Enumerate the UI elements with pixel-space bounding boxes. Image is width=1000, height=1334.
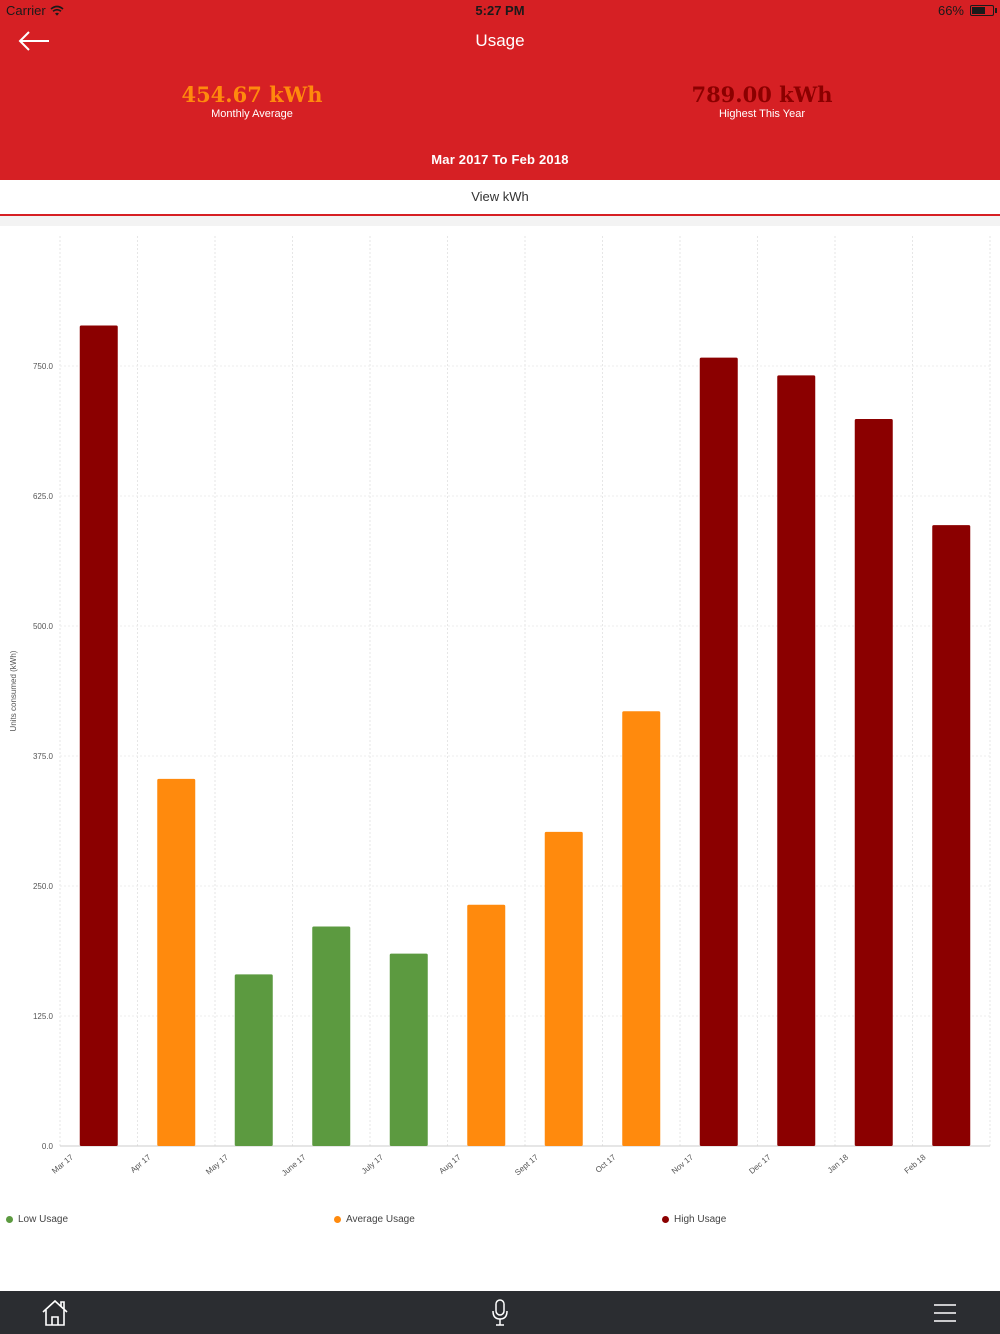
carrier-label: Carrier <box>6 3 46 18</box>
y-axis: 0.0 125.0 250.0 375.0 500.0 625.0 750.0 <box>33 362 54 1151</box>
y-tick-label: 125.0 <box>33 1012 54 1021</box>
y-tick-label: 250.0 <box>33 882 54 891</box>
monthly-average-value: 454.67 kWh <box>181 82 323 107</box>
x-tick-label: Oct 17 <box>594 1152 618 1174</box>
home-icon <box>42 1299 68 1326</box>
monthly-average-label: Monthly Average <box>211 108 293 120</box>
y-tick-label: 500.0 <box>33 622 54 631</box>
highest-this-year-label: Highest This Year <box>718 108 806 120</box>
bar-sept-17 <box>544 831 583 1146</box>
x-tick-label: June 17 <box>280 1152 308 1178</box>
home-tab[interactable] <box>38 1297 72 1329</box>
x-tick-label: Jan 18 <box>826 1152 851 1175</box>
arrow-left-icon <box>18 31 49 51</box>
status-time: 5:27 PM <box>475 3 525 18</box>
bar-dec-17 <box>777 375 816 1146</box>
battery-tip <box>995 8 997 13</box>
bar-july-17 <box>389 953 428 1146</box>
y-tick-label: 750.0 <box>33 362 54 371</box>
bar-june-17 <box>312 926 351 1146</box>
y-tick-label: 375.0 <box>33 752 54 761</box>
microphone-icon <box>492 1299 508 1326</box>
back-button[interactable] <box>14 26 54 56</box>
x-tick-label: Mar 17 <box>50 1152 75 1175</box>
x-tick-label: July 17 <box>360 1152 386 1176</box>
menu-tab[interactable] <box>928 1297 962 1329</box>
y-tick-label: 0.0 <box>42 1142 54 1151</box>
monthly-average-stat: 454.67 kWh Monthly Average <box>102 82 402 120</box>
high-usage-dot-icon <box>662 1216 669 1223</box>
usage-bar-chart: 0.0 125.0 250.0 375.0 500.0 625.0 750.0 Mar 17… <box>9 236 991 1178</box>
bottom-tab-bar <box>0 1291 1000 1334</box>
legend-item-average: Average Usage <box>334 1214 415 1225</box>
battery-level <box>972 7 985 14</box>
grid <box>59 236 991 1147</box>
bar-oct-17 <box>622 711 661 1146</box>
page-title: Usage <box>475 31 525 50</box>
wifi-icon <box>50 4 64 19</box>
status-bar: Carrier 5:27 PM 66% <box>0 0 1000 22</box>
bar-nov-17 <box>699 357 738 1146</box>
voice-tab[interactable] <box>483 1297 517 1329</box>
low-usage-dot-icon <box>6 1216 13 1223</box>
menu-icon <box>934 1304 956 1322</box>
x-tick-label: Apr 17 <box>129 1152 153 1174</box>
x-tick-label: Feb 18 <box>903 1152 928 1175</box>
bar-apr-17 <box>157 778 196 1146</box>
highest-this-year-stat: 789.00 kWh Highest This Year <box>612 82 912 120</box>
x-tick-label: May 17 <box>204 1152 230 1176</box>
view-kwh-toggle[interactable]: View kWh <box>0 180 1000 216</box>
x-tick-label: Dec 17 <box>747 1152 773 1176</box>
x-tick-label: Aug 17 <box>437 1152 463 1176</box>
legend-label-high: High Usage <box>674 1214 727 1225</box>
legend-label-low: Low Usage <box>18 1214 69 1225</box>
highest-this-year-value: 789.00 kWh <box>691 82 833 107</box>
battery-icon <box>970 5 994 16</box>
y-tick-label: 625.0 <box>33 492 54 501</box>
bar-aug-17 <box>467 904 506 1146</box>
legend-item-high: High Usage <box>662 1214 726 1225</box>
x-tick-label: Sept 17 <box>513 1152 540 1177</box>
separator <box>0 216 1000 226</box>
y-axis-title: Units consumed (kWh) <box>9 650 18 731</box>
battery-percentage: 66% <box>937 3 964 18</box>
date-range: Mar 2017 To Feb 2018 <box>431 152 569 167</box>
x-axis: Mar 17 Apr 17 May 17 June 17 July 17 Aug 17 Se… <box>50 1152 928 1178</box>
bars <box>79 325 971 1146</box>
bar-jan-18 <box>854 419 893 1146</box>
bar-mar-17 <box>79 325 118 1146</box>
bar-may-17 <box>234 974 273 1146</box>
x-tick-label: Nov 17 <box>670 1152 696 1176</box>
legend-item-low: Low Usage <box>6 1214 68 1225</box>
header: Carrier 5:27 PM 66% Usage 454.67 kWh Mo <box>0 0 1000 180</box>
legend-label-average: Average Usage <box>346 1214 415 1225</box>
chart-legend: Low Usage Average Usage High Usage <box>0 1214 1000 1228</box>
bar-feb-18 <box>932 525 971 1146</box>
average-usage-dot-icon <box>334 1216 341 1223</box>
